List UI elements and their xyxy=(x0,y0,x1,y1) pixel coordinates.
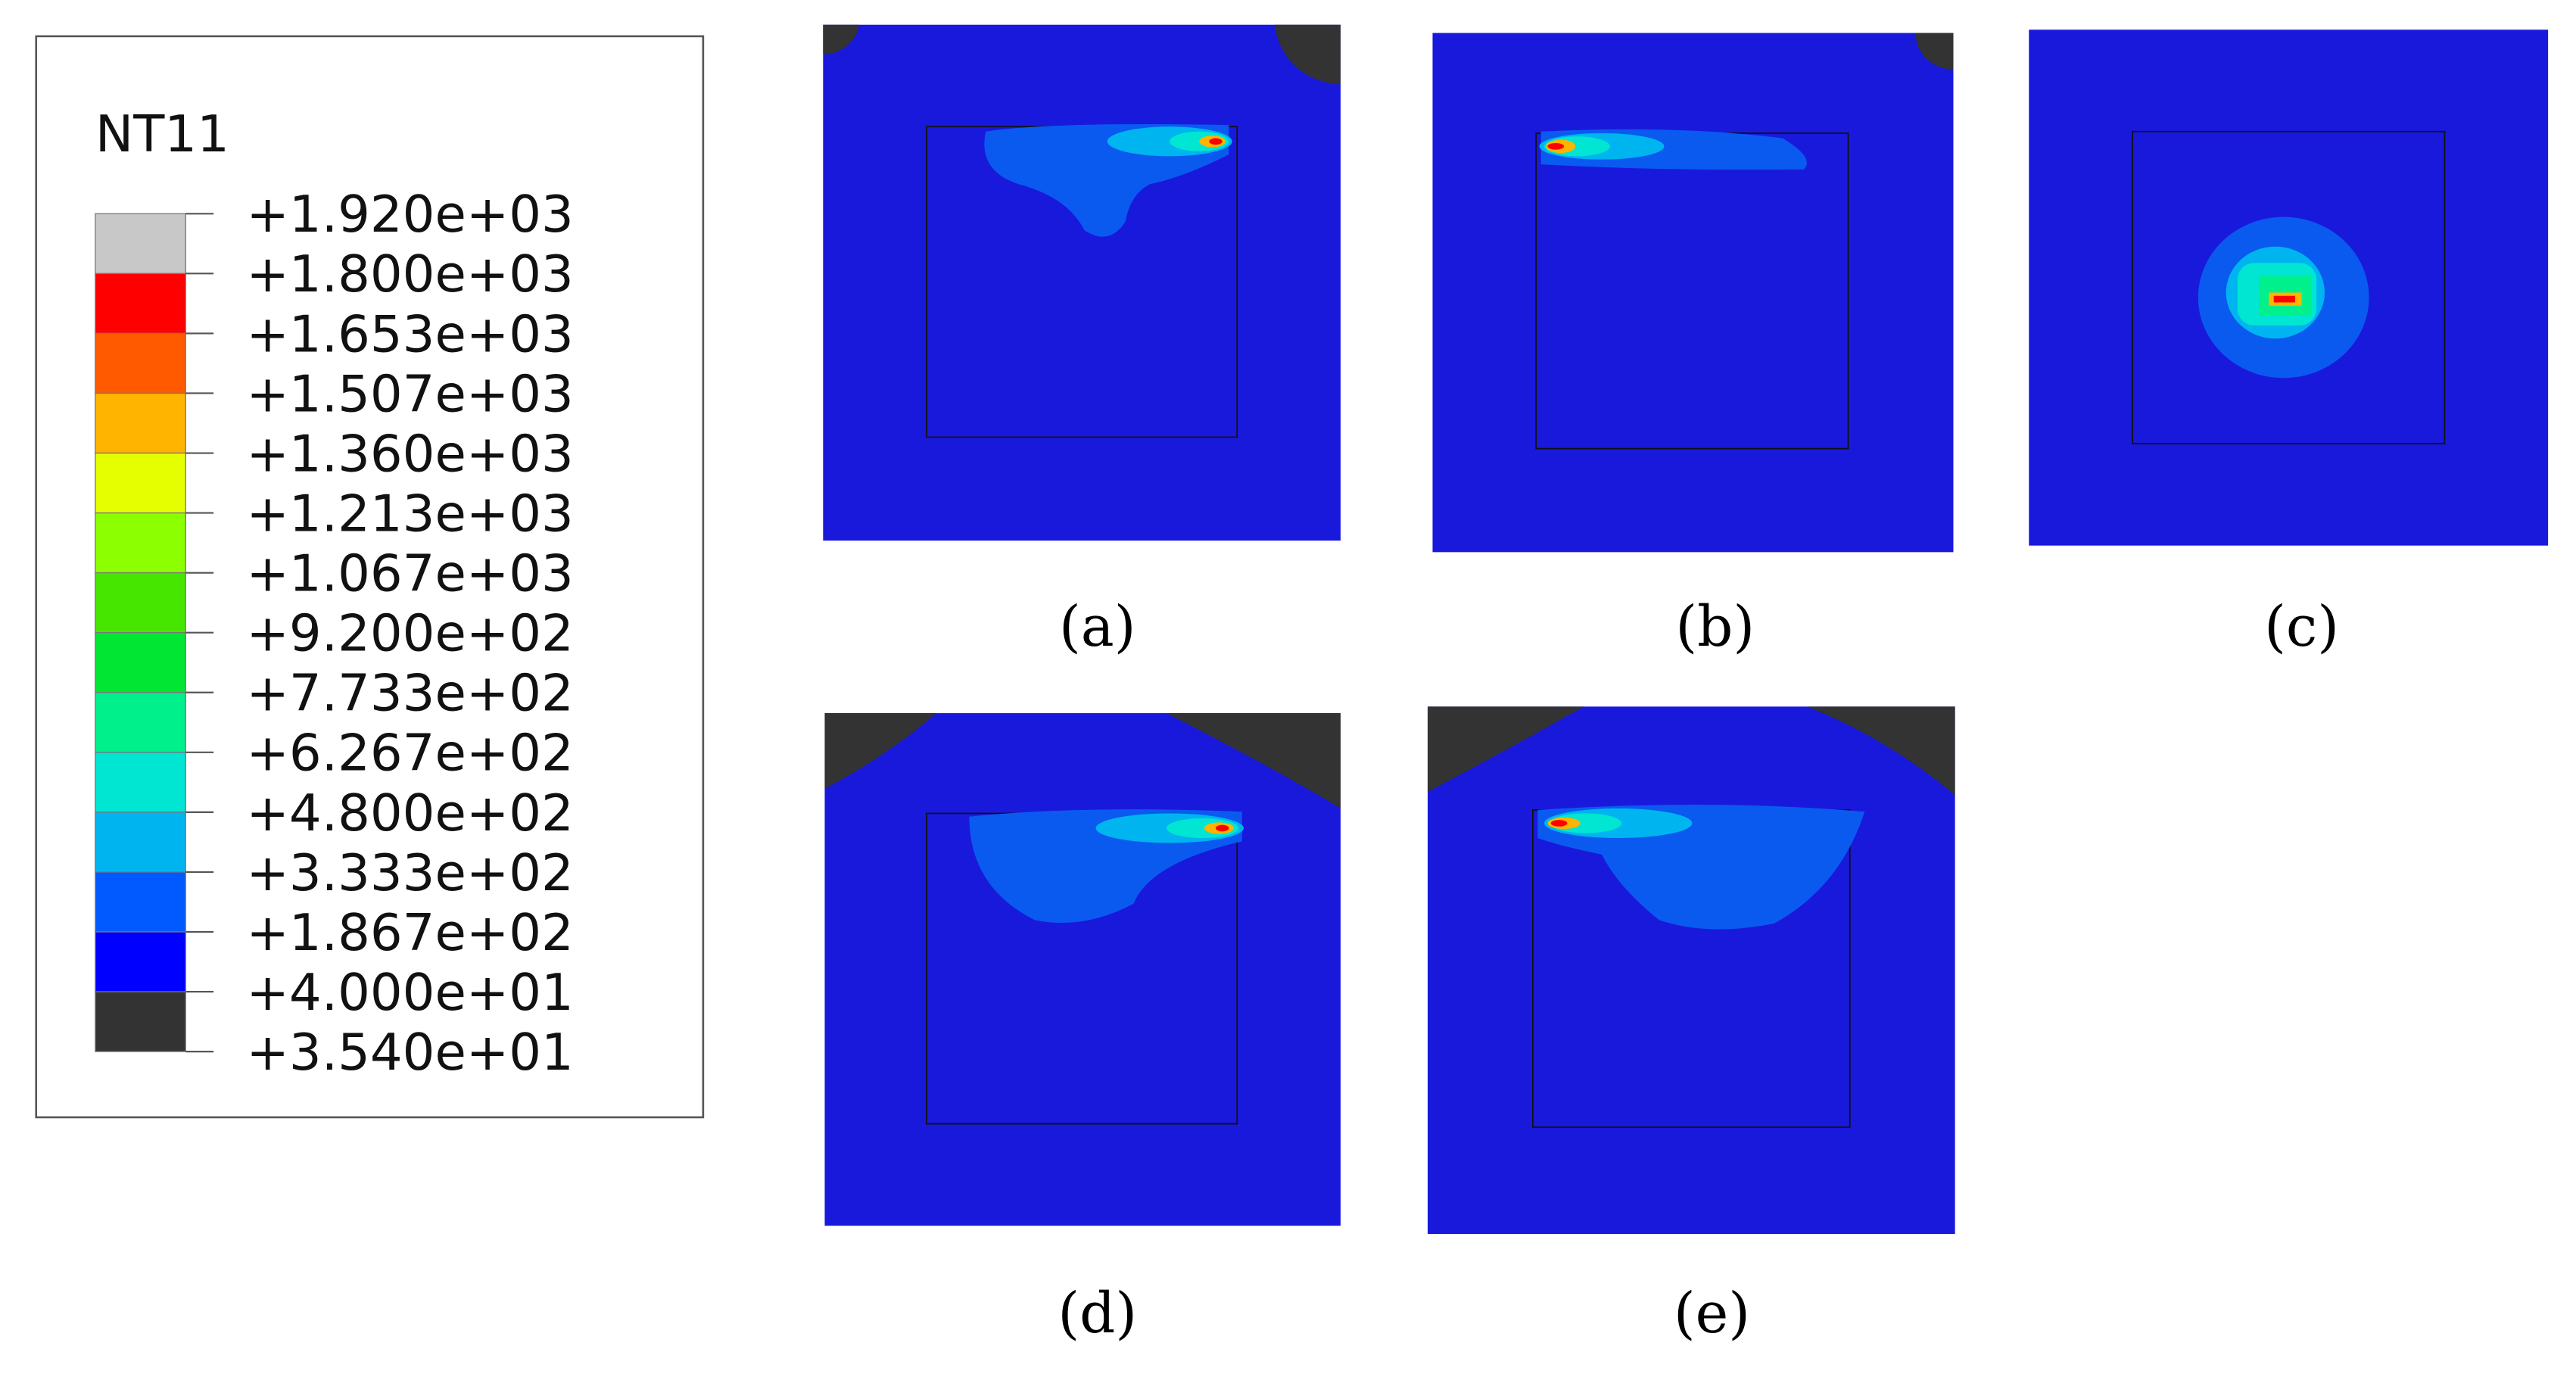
legend-level: +1.800e+03 xyxy=(247,245,574,304)
legend-level: +1.653e+03 xyxy=(247,304,574,363)
legend-level: +6.267e+02 xyxy=(247,724,574,783)
color-band xyxy=(95,692,186,753)
color-band xyxy=(95,632,186,693)
color-band xyxy=(95,871,186,933)
panel-label: (a) xyxy=(1059,595,1136,659)
color-band xyxy=(95,812,186,873)
panel xyxy=(1432,33,1954,553)
color-band xyxy=(95,392,186,454)
color-band xyxy=(95,752,186,813)
color-band xyxy=(95,213,186,275)
legend-level: +7.733e+02 xyxy=(247,664,574,723)
panel-label: (c) xyxy=(2264,595,2339,659)
color-band xyxy=(95,572,186,634)
legend-level: +9.200e+02 xyxy=(247,604,574,663)
color-band xyxy=(95,452,186,514)
panel xyxy=(824,713,1341,1226)
panel xyxy=(1427,706,1955,1235)
legend-title: NT11 xyxy=(95,104,229,164)
color-band xyxy=(95,991,186,1052)
panel-label: (e) xyxy=(1674,1282,1750,1346)
legend-level: +1.920e+03 xyxy=(247,185,574,244)
color-band xyxy=(95,332,186,394)
legend-level: +1.507e+03 xyxy=(247,364,574,423)
color-band xyxy=(95,512,186,574)
panel-label: (b) xyxy=(1675,595,1755,659)
color-band xyxy=(95,931,186,992)
panel-label: (d) xyxy=(1057,1282,1137,1346)
color-band xyxy=(95,273,186,335)
legend-level: +3.333e+02 xyxy=(247,843,574,902)
color-bar: +1.920e+03+1.800e+03+1.653e+03+1.507e+03… xyxy=(95,185,574,1082)
legend-level: +4.000e+01 xyxy=(247,963,574,1022)
legend-level: +1.360e+03 xyxy=(247,424,574,483)
legend-level: +1.867e+02 xyxy=(247,903,574,962)
panel xyxy=(2029,30,2549,546)
legend-level: +4.800e+02 xyxy=(247,784,574,843)
legend-level: +3.540e+01 xyxy=(247,1023,574,1082)
legend-level: +1.213e+03 xyxy=(247,484,574,543)
panel xyxy=(823,24,1341,541)
legend-level: +1.067e+03 xyxy=(247,544,574,603)
